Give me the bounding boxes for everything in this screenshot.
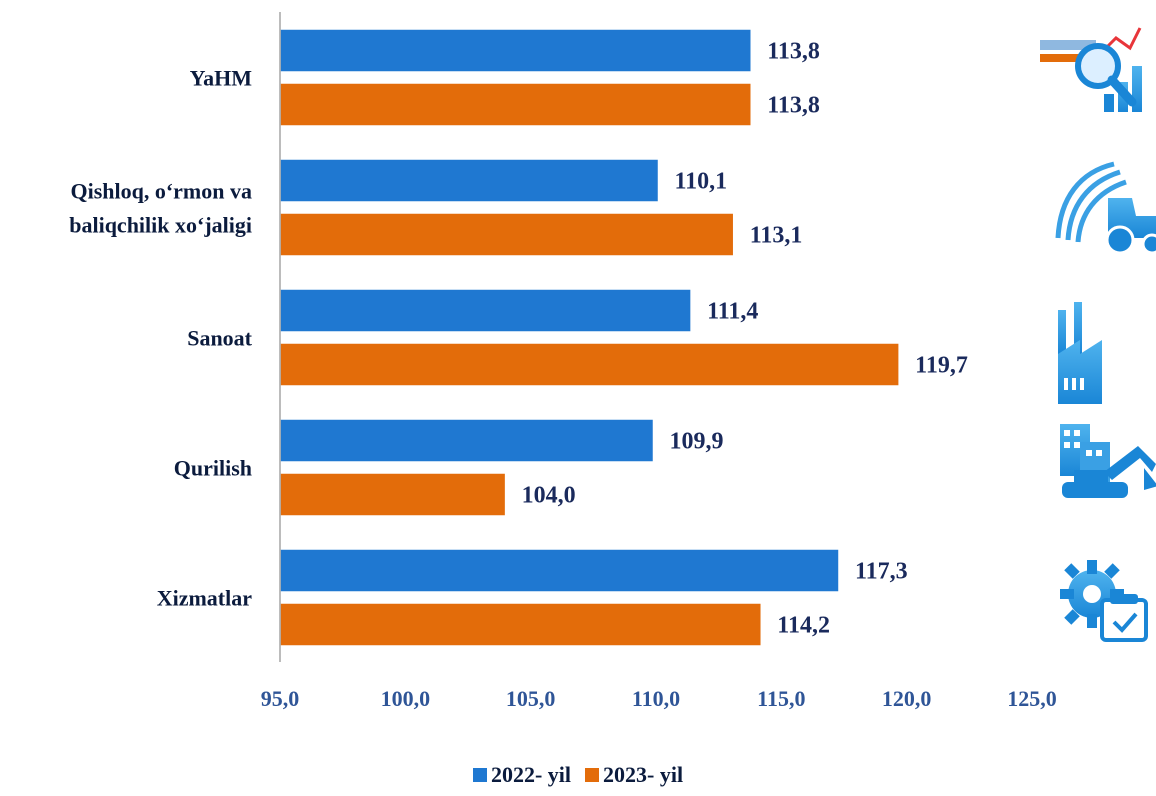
construction-excavator-icon xyxy=(1060,424,1156,498)
data-label: 117,3 xyxy=(855,559,908,585)
chart-legend: 2022- yil 2023- yil xyxy=(0,762,1156,788)
legend-item-2022: 2022- yil xyxy=(472,762,571,788)
agriculture-tractor-icon xyxy=(1055,161,1156,255)
services-gear-icon xyxy=(1060,560,1148,642)
category-label: Qurilish xyxy=(174,456,252,481)
data-label: 110,1 xyxy=(675,169,728,195)
analytics-magnifier-icon xyxy=(1040,27,1142,112)
bar-2023-0 xyxy=(279,82,753,127)
x-tick-label: 95,0 xyxy=(261,686,300,711)
x-tick-label: 120,0 xyxy=(882,686,932,711)
x-tick-label: 125,0 xyxy=(1007,686,1057,711)
x-tick-label: 105,0 xyxy=(506,686,556,711)
data-label: 111,4 xyxy=(707,299,758,325)
legend-swatch-2022 xyxy=(472,768,487,782)
bar-2022-1 xyxy=(279,158,660,203)
bar-2023-1 xyxy=(279,212,735,257)
bar-2023-3 xyxy=(279,472,507,517)
data-label: 113,8 xyxy=(767,39,820,65)
x-tick-label: 100,0 xyxy=(381,686,431,711)
legend-swatch-2023 xyxy=(585,768,599,782)
bar-2022-3 xyxy=(279,418,655,463)
data-label: 113,8 xyxy=(767,93,820,119)
bar-2023-2 xyxy=(279,342,900,387)
bar-2022-4 xyxy=(279,548,840,593)
legend-label-2023: 2023- yil xyxy=(603,762,684,787)
data-label: 114,2 xyxy=(777,613,830,639)
bar-2022-2 xyxy=(279,288,692,333)
category-label: Sanoat xyxy=(187,326,252,351)
bar-2023-4 xyxy=(279,602,763,647)
bar-2022-0 xyxy=(279,28,753,73)
category-label: Xizmatlar xyxy=(157,586,253,611)
data-label: 113,1 xyxy=(750,223,803,249)
factory-icon xyxy=(1058,302,1102,404)
category-label: YaHM xyxy=(190,66,253,91)
x-tick-label: 115,0 xyxy=(757,686,805,711)
legend-item-2023: 2023- yil xyxy=(585,762,683,788)
category-label: Qishloq, o‘rmon va baliqchilik xo‘jaligi xyxy=(69,179,252,238)
x-tick-label: 110,0 xyxy=(632,686,680,711)
legend-label-2022: 2022- yil xyxy=(490,762,571,787)
data-label: 119,7 xyxy=(915,353,968,379)
data-label: 104,0 xyxy=(522,483,576,509)
data-label: 109,9 xyxy=(669,429,723,455)
